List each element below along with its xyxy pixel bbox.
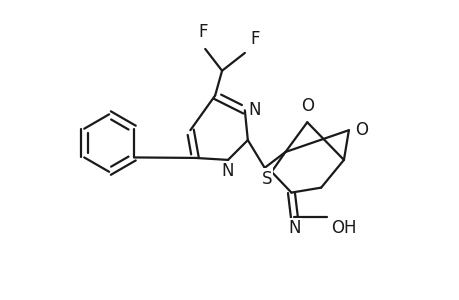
Text: N: N [287,219,300,237]
Text: S: S [261,170,271,188]
Text: N: N [221,162,234,180]
Text: N: N [248,101,261,119]
Text: F: F [198,23,207,41]
Text: O: O [300,97,313,115]
Text: O: O [354,121,367,139]
Text: F: F [250,30,260,48]
Text: OH: OH [330,219,356,237]
